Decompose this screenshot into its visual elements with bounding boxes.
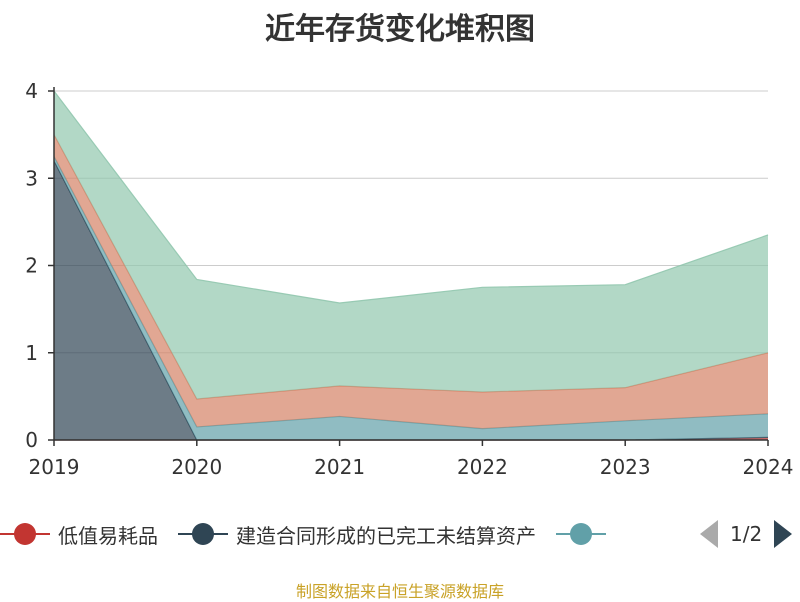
x-tick-label-2021: 2021 (314, 455, 365, 479)
legend-item-construction-contract[interactable]: 建造合同形成的已完工未结算资产 (178, 520, 536, 549)
series-areas (53, 90, 769, 441)
legend: 低值易耗品 建造合同形成的已完工未结算资产 (0, 516, 800, 552)
x-tick-label-2023: 2023 (600, 455, 651, 479)
legend-label-1: 建造合同形成的已完工未结算资产 (236, 523, 536, 548)
chart-title: 近年存货变化堆积图 (265, 12, 535, 47)
legend-marker-0 (0, 522, 50, 546)
area-series-1 (54, 160, 768, 441)
x-tick-label-2022: 2022 (457, 455, 508, 479)
legend-prev-icon[interactable] (700, 520, 718, 548)
tick-labels: 0 1 2 3 4 2019 2020 2021 2022 2023 2024 (25, 79, 793, 479)
x-tick-label-2020: 2020 (171, 455, 222, 479)
legend-pager: 1/2 (700, 516, 793, 552)
y-tick-label-1: 1 (25, 341, 38, 365)
legend-item-low-value-consumables[interactable]: 低值易耗品 (0, 520, 158, 549)
axes (48, 87, 769, 446)
legend-page-indicator: 1/2 (730, 522, 763, 546)
x-tick-label-2024: 2024 (743, 455, 794, 479)
legend-marker-1 (178, 522, 228, 546)
line-series-4 (53, 90, 769, 304)
y-tick-label-2: 2 (25, 254, 38, 278)
data-source-note: 制图数据来自恒生聚源数据库 (295, 582, 504, 601)
legend-next-icon[interactable] (774, 520, 793, 548)
y-tick-label-4: 4 (25, 79, 38, 103)
legend-marker-2 (556, 522, 606, 546)
area-series-4 (54, 91, 768, 399)
legend-item-third-series[interactable] (556, 522, 614, 546)
y-tick-label-3: 3 (25, 166, 38, 190)
legend-label-0: 低值易耗品 (58, 523, 158, 548)
area-series-3 (54, 134, 768, 429)
y-tick-label-0: 0 (25, 428, 38, 452)
x-tick-label-2019: 2019 (29, 455, 80, 479)
